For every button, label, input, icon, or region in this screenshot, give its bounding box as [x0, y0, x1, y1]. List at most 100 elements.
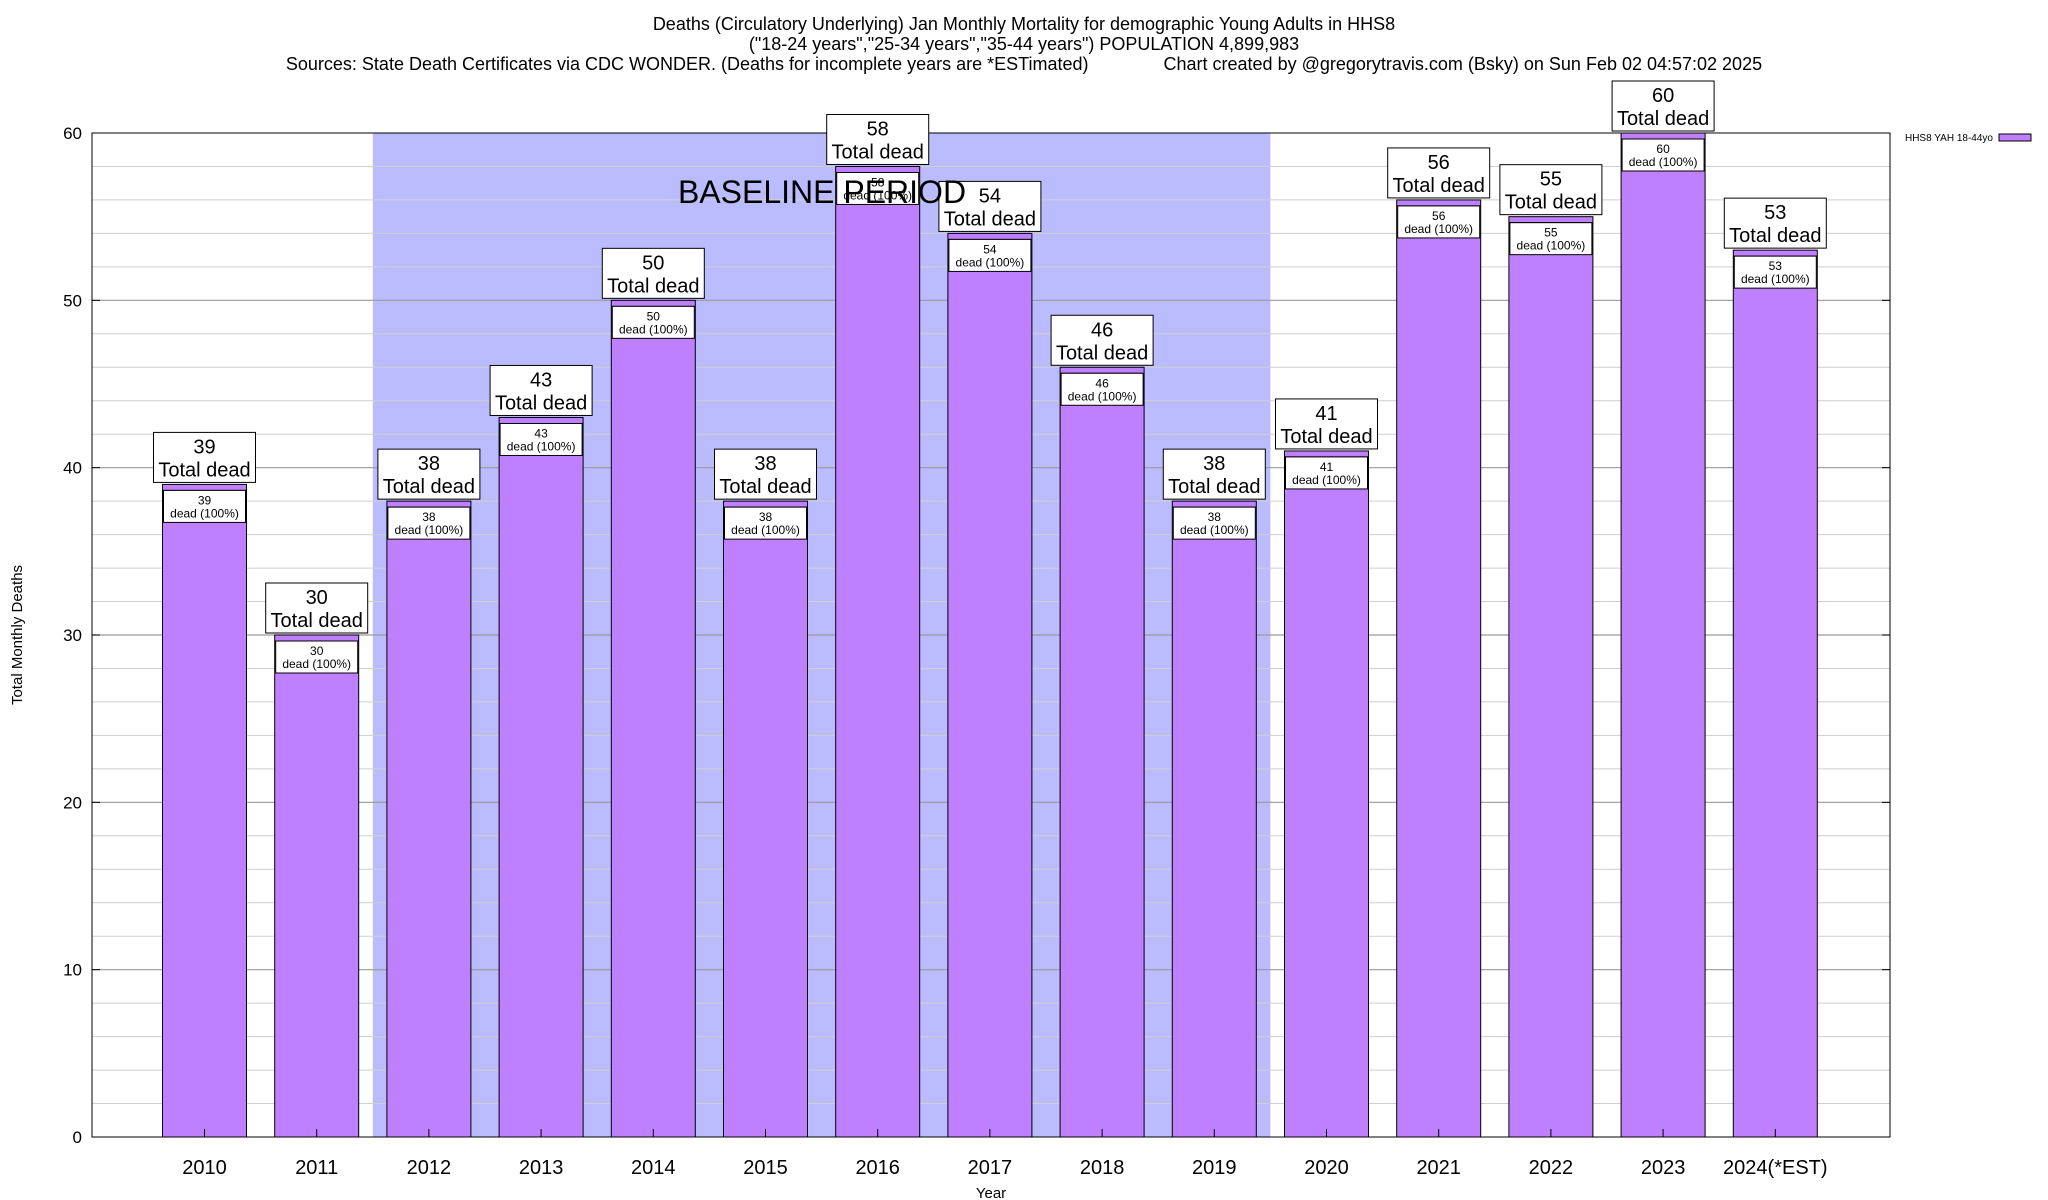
y-tick-label: 20 [63, 793, 82, 812]
bar-2018 [1059, 366, 1145, 1138]
total-label-box [1162, 448, 1266, 500]
inner-percent-label: dead (100%) [731, 523, 800, 537]
inner-percent-label: dead (100%) [282, 657, 351, 671]
inner-label-box [948, 238, 1032, 272]
total-label-box [1723, 197, 1827, 249]
inner-percent-label: dead (100%) [1180, 523, 1249, 537]
total-label-box [153, 431, 256, 483]
inner-label-box [1172, 506, 1256, 540]
bar-2017 [947, 232, 1033, 1138]
legend-label: HHS8 YAH 18-44yo [1905, 133, 1993, 144]
inner-percent-label: dead (100%) [843, 188, 912, 202]
total-dead-label: Total dead [271, 610, 363, 632]
total-dead-label: Total dead [383, 476, 475, 498]
x-axis-title: Year [976, 1185, 1006, 1200]
total-label-box [377, 448, 481, 500]
total-dead-label: Total dead [719, 476, 811, 498]
total-value-label: 39 [193, 436, 215, 458]
total-dead-label: Total dead [1280, 426, 1372, 448]
x-tick-label: 2018 [1080, 1157, 1125, 1179]
total-label-box [938, 180, 1042, 232]
total-label-box [1611, 80, 1715, 132]
x-tick-label: 2012 [407, 1157, 452, 1179]
inner-label-box [1621, 138, 1705, 172]
y-tick-label: 10 [63, 961, 82, 980]
inner-label-box [275, 640, 359, 674]
total-dead-label: Total dead [158, 459, 250, 481]
inner-value-label: 41 [1320, 460, 1334, 474]
total-dead-label: Total dead [1505, 192, 1597, 214]
total-value-label: 58 [867, 118, 889, 140]
inner-percent-label: dead (100%) [507, 439, 576, 453]
total-label-box [1275, 398, 1378, 450]
title-line-2: ("18-24 years","25-34 years","35-44 year… [748, 34, 1300, 54]
inner-value-label: 38 [422, 510, 436, 524]
x-tick-label: 2020 [1304, 1157, 1349, 1179]
inner-value-label: 43 [534, 426, 548, 440]
bar-2023 [1620, 132, 1706, 1138]
total-label-box [489, 364, 593, 416]
legend-swatch [1998, 133, 2032, 142]
total-dead-label: Total dead [1617, 108, 1709, 130]
total-dead-label: Total dead [1056, 342, 1148, 364]
inner-percent-label: dead (100%) [1629, 155, 1698, 169]
x-tick-label: 2014 [631, 1157, 676, 1179]
total-value-label: 30 [306, 587, 328, 609]
inner-label-box [499, 422, 583, 456]
bar-2022 [1508, 216, 1594, 1138]
inner-label-box [724, 506, 807, 540]
inner-label-box [1397, 205, 1481, 239]
bar-2019 [1171, 500, 1257, 1138]
x-tick-label: 2023 [1641, 1157, 1686, 1179]
x-tick-label: 2011 [295, 1157, 338, 1179]
y-tick-label: 50 [63, 291, 82, 310]
inner-value-label: 54 [983, 242, 997, 256]
inner-value-label: 56 [1432, 209, 1446, 223]
bar-2024(*EST) [1732, 249, 1818, 1138]
inner-percent-label: dead (100%) [1068, 389, 1137, 403]
inner-value-label: 55 [1544, 226, 1558, 240]
bar-2010 [162, 483, 247, 1138]
inner-label-box [387, 506, 471, 540]
bar-2011 [274, 634, 360, 1138]
bar-2016 [835, 165, 921, 1138]
total-dead-label: Total dead [1729, 225, 1821, 247]
total-value-label: 53 [1764, 202, 1786, 224]
inner-value-label: 38 [759, 510, 773, 524]
title-line-3: Sources: State Death Certificates via CD… [285, 54, 1763, 74]
total-dead-label: Total dead [944, 208, 1036, 230]
total-label-box [1499, 164, 1603, 216]
total-dead-label: Total dead [832, 141, 924, 163]
x-tick-label: 2015 [743, 1157, 788, 1179]
total-value-label: 56 [1428, 152, 1450, 174]
total-value-label: 38 [754, 453, 776, 475]
baseline-label: BASELINE PERIOD [678, 174, 966, 210]
inner-value-label: 30 [310, 644, 324, 658]
total-value-label: 38 [418, 453, 440, 475]
total-label-box [714, 448, 817, 500]
inner-percent-label: dead (100%) [1404, 222, 1473, 236]
chart-title: Deaths (Circulatory Underlying) Jan Mont… [0, 14, 2048, 74]
y-tick-label: 60 [63, 124, 82, 143]
inner-percent-label: dead (100%) [395, 523, 464, 537]
total-label-box [826, 113, 930, 165]
y-axis-title: Total Monthly Deaths [9, 565, 26, 705]
x-tick-label: 2021 [1416, 1157, 1461, 1179]
inner-value-label: 50 [647, 309, 661, 323]
total-value-label: 50 [642, 252, 664, 274]
inner-percent-label: dead (100%) [1741, 272, 1810, 286]
inner-label-box [163, 489, 246, 523]
inner-label-box [1285, 456, 1368, 490]
inner-value-label: 60 [1656, 142, 1670, 156]
inner-percent-label: dead (100%) [1517, 239, 1586, 253]
total-value-label: 41 [1315, 403, 1337, 425]
total-value-label: 60 [1652, 85, 1674, 107]
inner-percent-label: dead (100%) [170, 506, 239, 520]
inner-label-box [836, 171, 920, 205]
total-dead-label: Total dead [607, 275, 699, 297]
x-tick-label: 2022 [1529, 1157, 1574, 1179]
bar-2012 [386, 500, 472, 1138]
total-value-label: 55 [1540, 169, 1562, 191]
inner-percent-label: dead (100%) [619, 322, 688, 336]
total-dead-label: Total dead [1168, 476, 1260, 498]
